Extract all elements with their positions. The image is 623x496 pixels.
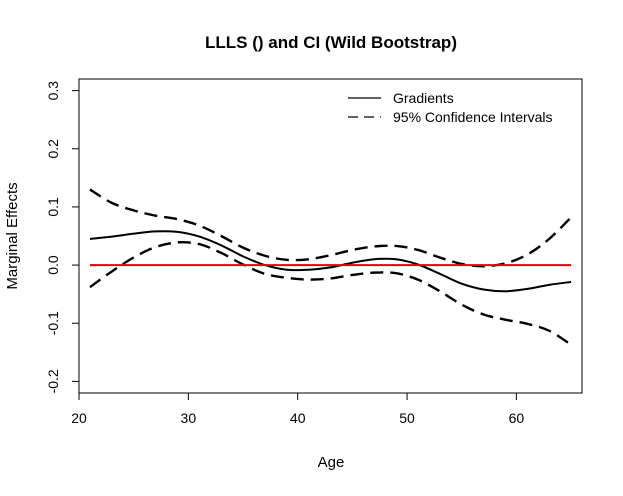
y-tick-label: -0.2 bbox=[45, 369, 61, 393]
y-tick-label: 0.3 bbox=[45, 81, 61, 101]
y-tick-label: 0.2 bbox=[45, 139, 61, 159]
gradient-line bbox=[89, 230, 572, 293]
x-tick-label: 20 bbox=[71, 410, 87, 426]
chart-title: LLLS () and CI (Wild Bootstrap) bbox=[205, 33, 457, 52]
ci-upper-line bbox=[89, 188, 572, 268]
x-axis: 20 30 40 50 60 bbox=[71, 392, 525, 426]
x-tick-label: 60 bbox=[509, 410, 525, 426]
ci-lower-line bbox=[89, 241, 572, 346]
series-layer bbox=[89, 188, 572, 346]
y-tick-label: 0.1 bbox=[45, 197, 61, 217]
y-tick-label: 0.0 bbox=[45, 255, 61, 275]
y-tick-label: -0.1 bbox=[45, 311, 61, 335]
y-axis-label: Marginal Effects bbox=[4, 182, 21, 289]
y-axis: -0.2 -0.1 0.0 0.1 0.2 0.3 bbox=[45, 81, 80, 393]
x-tick-label: 30 bbox=[181, 410, 197, 426]
x-tick-label: 40 bbox=[290, 410, 306, 426]
x-tick-label: 50 bbox=[399, 410, 415, 426]
legend-item-label: Gradients bbox=[393, 90, 454, 106]
legend-item-label: 95% Confidence Intervals bbox=[393, 109, 553, 125]
x-axis-label: Age bbox=[318, 454, 345, 471]
legend: Gradients 95% Confidence Intervals bbox=[348, 90, 553, 125]
